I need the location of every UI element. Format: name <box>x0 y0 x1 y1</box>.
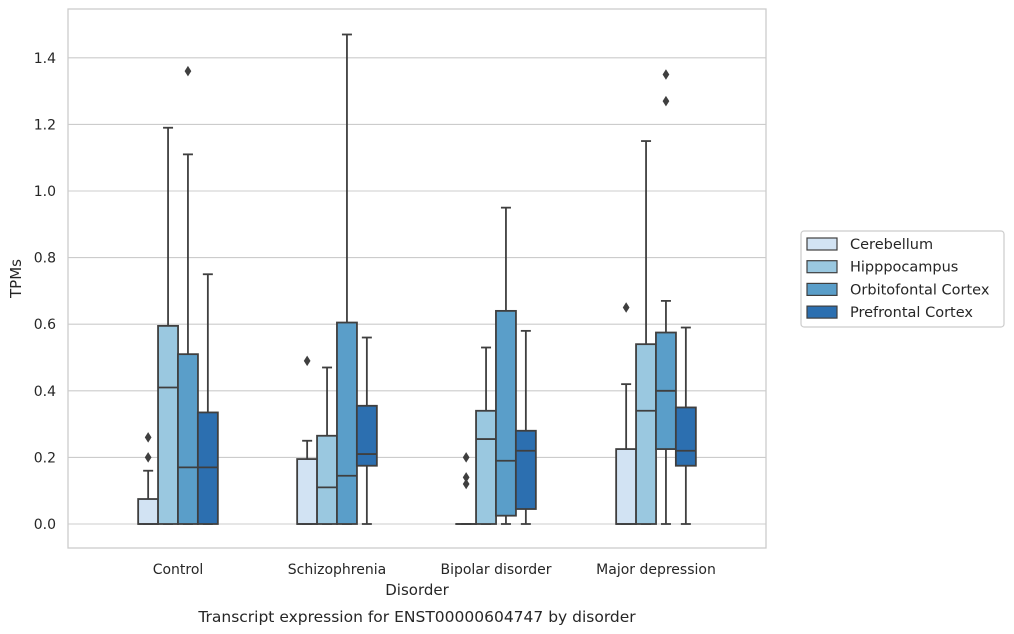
legend: Cerebellum Hipppocampus Orbitofontal Corte… <box>800 230 1005 328</box>
box-body <box>336 321 358 525</box>
legend-label: Prefrontal Cortex <box>850 305 973 321</box>
y-tick-label: 1.4 <box>34 51 56 67</box>
box-cerebellum <box>455 452 478 525</box>
outlier-point <box>184 65 192 77</box>
outlier-point <box>144 452 152 463</box>
box-body <box>495 309 517 517</box>
box-cerebellum <box>296 355 319 525</box>
legend-swatch <box>806 237 838 251</box>
box-orbitofontal-cortex <box>495 206 517 525</box>
box-body <box>157 324 179 525</box>
box-body <box>475 409 497 525</box>
box-hipppocampus <box>635 140 657 525</box>
x-axis-label: Disorder <box>385 581 449 599</box>
legend-label: Hipppocampus <box>850 260 958 276</box>
outlier-point <box>462 452 470 463</box>
y-axis-ticks: 0.0 0.2 0.4 0.6 0.8 1.0 1.2 1.4 <box>34 51 56 533</box>
outlier-point <box>662 69 670 80</box>
legend-swatch <box>806 305 838 319</box>
box-orbitofontal-cortex <box>336 33 358 525</box>
box-orbitofontal-cortex <box>177 65 199 525</box>
y-tick-label: 0.8 <box>34 251 56 267</box>
plot-frame <box>67 8 767 549</box>
box-body <box>514 429 537 510</box>
box-cerebellum <box>615 302 638 525</box>
box-orbitofontal-cortex <box>655 69 677 525</box>
box-body <box>355 404 378 467</box>
box-cerebellum <box>137 432 160 525</box>
box-body <box>316 434 338 525</box>
x-tick-label: Bipolar disorder <box>440 562 551 578</box>
legend-swatch <box>806 282 838 296</box>
y-tick-label: 0.6 <box>34 317 56 333</box>
y-tick-label: 1.0 <box>34 184 56 200</box>
outlier-point <box>662 95 670 107</box>
x-tick-label: Major depression <box>596 562 716 578</box>
box-hipppocampus <box>475 346 497 525</box>
x-tick-label: Control <box>153 562 204 578</box>
box-series <box>137 33 697 525</box>
box-body <box>296 458 319 525</box>
outlier-point <box>303 355 311 367</box>
legend-label: Cerebellum <box>850 237 933 253</box>
legend-label: Orbitofontal Cortex <box>850 282 990 298</box>
box-body <box>177 353 199 525</box>
outlier-point <box>462 472 470 483</box>
x-axis-ticks: Control Schizophrenia Bipolar disorder Majo… <box>153 562 716 578</box>
figure-caption: Transcript expression for ENST0000060474… <box>197 608 636 626</box>
box-prefrontal-cortex <box>514 329 537 525</box>
legend-swatch <box>806 260 838 274</box>
box-prefrontal-cortex <box>355 336 378 525</box>
y-tick-label: 0.4 <box>34 384 56 400</box>
y-tick-label: 0.0 <box>34 517 56 533</box>
outlier-point <box>144 432 152 443</box>
box-prefrontal-cortex <box>196 273 219 525</box>
y-tick-label: 1.2 <box>34 117 56 133</box>
box-body <box>137 498 160 525</box>
y-tick-label: 0.2 <box>34 450 56 466</box>
box-hipppocampus <box>157 126 179 525</box>
outlier-point <box>622 302 630 313</box>
box-body <box>674 406 697 467</box>
box-body <box>615 448 638 525</box>
box-body <box>635 343 657 525</box>
legend-frame <box>800 230 1005 328</box>
outlier-point <box>462 478 470 490</box>
x-tick-label: Schizophrenia <box>288 562 386 578</box>
box-prefrontal-cortex <box>674 326 697 525</box>
y-axis-label: TPMs <box>7 259 25 299</box>
